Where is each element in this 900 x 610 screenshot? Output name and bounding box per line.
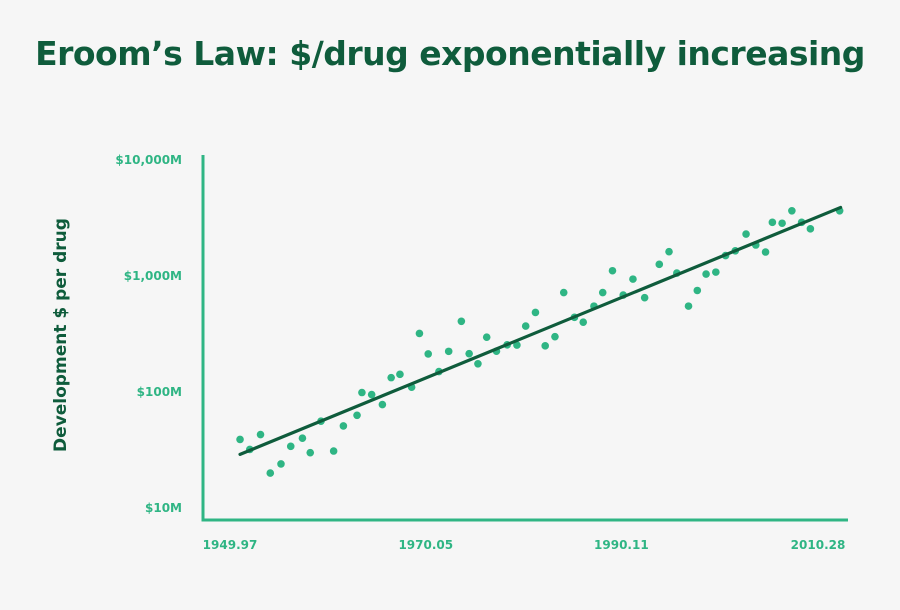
data-point [353, 411, 361, 420]
y-tick-label: $1,000M [124, 269, 182, 283]
y-tick-label: $100M [137, 385, 182, 399]
y-tick-label: $10M [145, 501, 182, 515]
data-point [788, 206, 796, 215]
data-point [396, 370, 404, 379]
data-point [465, 349, 473, 358]
data-point [702, 270, 710, 278]
data-point [559, 288, 568, 297]
data-point [742, 230, 750, 238]
data-point [256, 430, 265, 439]
data-point [761, 248, 770, 256]
x-tick-label: 1990.11 [594, 538, 649, 552]
data-point [339, 422, 348, 430]
chart-title: Eroom’s Law: $/drug exponentially increa… [35, 34, 865, 73]
data-point [655, 260, 664, 269]
data-point [482, 333, 491, 341]
y-tick-label: $10,000M [115, 153, 182, 167]
data-point [329, 447, 338, 455]
data-point [474, 360, 482, 368]
data-point [778, 219, 786, 228]
data-point [629, 275, 637, 283]
data-point [378, 400, 387, 409]
data-point [286, 442, 295, 451]
data-point [608, 266, 617, 275]
data-point [806, 225, 815, 233]
data-point [551, 332, 559, 341]
x-tick-label: 1970.05 [398, 538, 453, 552]
data-point [513, 341, 521, 349]
x-tick-label: 2010.28 [791, 538, 846, 552]
data-point [367, 390, 376, 399]
data-point [531, 308, 540, 317]
data-point [444, 347, 453, 356]
data-point [541, 342, 550, 350]
data-point [598, 288, 607, 297]
data-point [424, 350, 433, 358]
data-point [665, 247, 673, 256]
data-point [387, 373, 395, 382]
data-point [457, 317, 466, 326]
data-point [684, 302, 693, 310]
data-point [358, 388, 366, 397]
data-point [579, 318, 588, 326]
data-point [712, 268, 720, 276]
trend-line [238, 205, 843, 456]
data-point [306, 448, 315, 457]
x-tick-label: 1949.97 [203, 538, 258, 552]
data-point [236, 435, 244, 444]
data-point [277, 460, 285, 468]
data-point [768, 218, 777, 227]
data-point [521, 322, 530, 330]
data-point [640, 293, 649, 302]
data-point [266, 469, 275, 477]
data-point [415, 329, 424, 338]
data-point [298, 434, 307, 442]
data-point [693, 286, 702, 295]
